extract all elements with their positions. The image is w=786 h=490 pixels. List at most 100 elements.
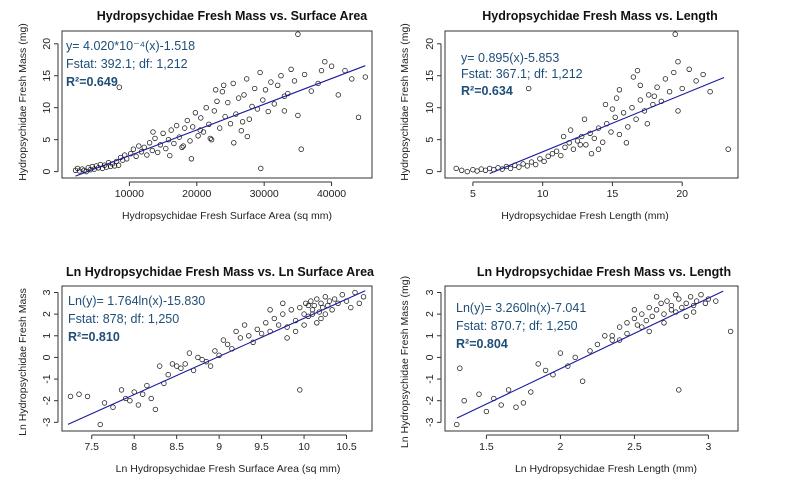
data-point xyxy=(608,129,614,135)
regression-equation: y= 4.020*10⁻⁴(x)-1.518 xyxy=(66,39,195,53)
r-squared-value: 0.649 xyxy=(87,75,118,89)
data-point xyxy=(476,391,482,397)
data-point xyxy=(318,67,325,74)
x-tick-label: 20 xyxy=(676,188,688,200)
data-point xyxy=(146,140,153,146)
data-point xyxy=(727,328,734,335)
y-tick-label: 2 xyxy=(424,311,436,317)
data-point xyxy=(349,76,355,82)
data-point xyxy=(265,108,271,115)
data-point xyxy=(110,404,116,410)
regression-equation: y= 0.895(x)-5.853 xyxy=(461,51,559,65)
y-axis-label: Ln Hydropsychidae Fresh Mass xyxy=(17,288,29,436)
data-point xyxy=(459,167,465,173)
data-point xyxy=(101,400,108,406)
data-point xyxy=(362,74,368,80)
data-point xyxy=(160,130,166,136)
data-point xyxy=(116,84,122,90)
data-point xyxy=(526,85,532,92)
data-point xyxy=(675,59,681,65)
data-point xyxy=(301,311,307,317)
x-tick-label: 9 xyxy=(216,441,222,453)
data-point xyxy=(309,307,316,313)
data-point xyxy=(643,317,649,324)
data-point xyxy=(629,105,635,111)
data-point xyxy=(235,95,242,101)
y-tick-label: 20 xyxy=(424,38,436,50)
data-point xyxy=(271,101,277,107)
data-point xyxy=(516,164,522,170)
data-point xyxy=(322,311,328,317)
data-point xyxy=(612,114,618,120)
data-point xyxy=(305,313,311,319)
y-tick-label: 3 xyxy=(424,289,436,295)
r-squared-label: R²= xyxy=(456,337,477,351)
data-point xyxy=(690,309,697,315)
data-point xyxy=(574,138,581,144)
data-point xyxy=(579,378,586,384)
data-point xyxy=(560,133,567,140)
data-point xyxy=(254,326,260,332)
chart-title: Ln Hydropsychidae Fresh Mass vs. Length xyxy=(477,265,731,279)
regression-line xyxy=(489,76,725,175)
data-point xyxy=(150,129,156,135)
data-point xyxy=(263,320,269,326)
y-tick-label: 5 xyxy=(41,137,53,143)
y-axis-label: Ln Hydropsychidae Fresh Mass (mg) xyxy=(399,276,411,448)
data-point xyxy=(672,31,678,37)
data-point xyxy=(275,322,282,328)
data-point xyxy=(646,304,652,311)
data-point xyxy=(637,82,643,88)
data-point xyxy=(624,320,630,326)
data-point xyxy=(616,87,623,93)
f-statistic: Fstat: 392.1; df: 1,212 xyxy=(66,57,188,71)
data-point xyxy=(588,151,595,157)
y-tick-label: -3 xyxy=(41,418,53,427)
r-squared: R²=0.810 xyxy=(68,330,120,344)
data-point xyxy=(298,146,304,152)
data-point xyxy=(602,101,609,108)
data-point xyxy=(220,337,227,343)
data-point xyxy=(190,124,196,130)
data-point xyxy=(537,156,543,162)
y-axis-label: Hydropsychidae Fresh Mass (mg) xyxy=(399,23,411,181)
data-point xyxy=(658,300,664,306)
data-point xyxy=(651,93,657,99)
data-point xyxy=(311,302,317,309)
data-point xyxy=(322,59,328,65)
panel-ln-mass-vs-ln-length: Ln Hydropsychidae Fresh Mass vs. Length … xyxy=(399,265,739,475)
data-point xyxy=(238,128,244,134)
y-tick-label: 2 xyxy=(41,311,53,317)
data-point xyxy=(278,73,284,79)
data-point xyxy=(309,311,316,317)
x-tick-label: 2.5 xyxy=(627,441,642,453)
data-point xyxy=(214,98,220,104)
data-point xyxy=(271,315,277,322)
data-point xyxy=(152,135,158,142)
y-tick-label: -3 xyxy=(424,418,436,427)
data-point xyxy=(174,363,180,369)
data-point xyxy=(123,395,129,402)
data-point xyxy=(591,135,597,142)
data-point xyxy=(620,110,627,116)
data-point xyxy=(157,363,163,369)
x-tick-label: 10000 xyxy=(115,188,144,200)
data-point xyxy=(281,108,288,114)
data-point xyxy=(630,74,637,80)
chart-title: Hydropsychidae Fresh Mass vs. Length xyxy=(482,9,718,23)
data-point xyxy=(557,350,564,356)
plot-frame xyxy=(444,285,739,432)
data-point xyxy=(239,119,246,125)
data-point xyxy=(646,92,652,98)
data-point xyxy=(292,328,299,335)
data-point xyxy=(291,78,298,84)
y-tick-label: -2 xyxy=(41,396,53,405)
data-point xyxy=(301,71,308,78)
x-tick-label: 5 xyxy=(470,188,476,200)
data-point xyxy=(97,421,103,428)
data-point xyxy=(633,116,639,122)
data-point xyxy=(308,298,314,304)
data-point xyxy=(587,348,593,354)
data-point xyxy=(152,406,159,413)
x-tick-label: 7.5 xyxy=(84,441,99,453)
